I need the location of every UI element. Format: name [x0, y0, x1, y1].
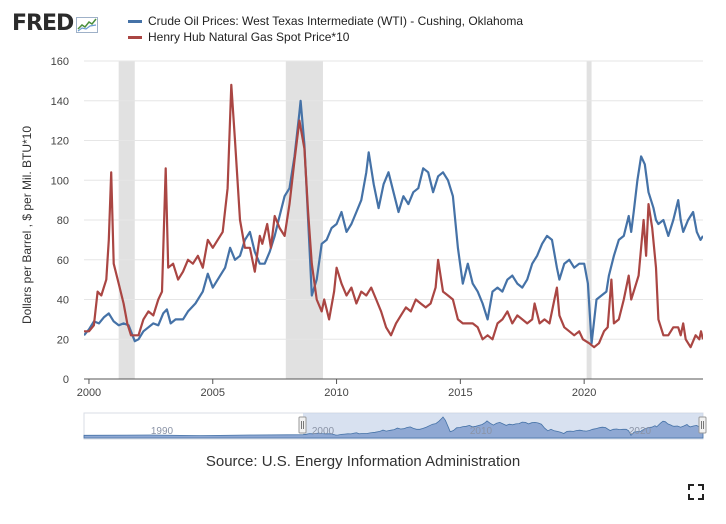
y-tick-label: 100 [51, 175, 69, 187]
navigator-tick: 1990 [151, 426, 174, 437]
y-tick-label: 140 [51, 96, 69, 108]
fullscreen-icon[interactable] [688, 484, 704, 500]
legend-label-wti: Crude Oil Prices: West Texas Intermediat… [148, 14, 524, 28]
navigator-left-handle[interactable] [298, 416, 307, 434]
navigator-tick: 2020 [629, 426, 652, 437]
series-line-wti [84, 99, 703, 345]
source-note: Source: U.S. Energy Information Administ… [205, 453, 521, 470]
x-tick-label: 2000 [77, 387, 101, 399]
fred-logo[interactable]: FRED [12, 11, 99, 36]
series-line-natural-gas [84, 83, 703, 349]
legend-swatch-natural-gas [128, 35, 142, 39]
y-tick-label: 60 [57, 255, 69, 267]
chart-legend: Crude Oil Prices: West Texas Intermediat… [128, 13, 523, 45]
navigator-tick: 2000 [312, 426, 335, 437]
trend-graph-icon [76, 16, 99, 33]
x-tick-label: 2005 [201, 387, 225, 399]
x-tick-label: 2020 [572, 387, 596, 399]
y-tick-label: 0 [63, 374, 69, 386]
legend-item-wti[interactable]: Crude Oil Prices: West Texas Intermediat… [128, 13, 523, 29]
navigator-right-handle[interactable] [698, 416, 707, 434]
y-axis-title: Dollars per Barrel , $ per Mil. BTU*10 [20, 126, 34, 324]
legend-item-natural-gas[interactable]: Henry Hub Natural Gas Spot Price*10 [128, 29, 523, 45]
fred-logo-text: FRED [12, 11, 74, 36]
navigator-tick: 2010 [470, 426, 493, 437]
navigator[interactable]: 1990 2000 2010 2020 [83, 412, 707, 440]
legend-label-natural-gas: Henry Hub Natural Gas Spot Price*10 [148, 30, 350, 44]
y-tick-label: 20 [57, 334, 69, 346]
x-tick-label: 2015 [448, 387, 472, 399]
y-tick-label: 120 [51, 136, 69, 148]
y-tick-label: 80 [57, 215, 69, 227]
navigator-series-area [83, 416, 704, 439]
legend-swatch-wti [128, 19, 142, 23]
x-tick-label: 2010 [324, 387, 348, 399]
y-tick-label: 40 [57, 295, 69, 307]
y-tick-label: 160 [51, 56, 69, 68]
